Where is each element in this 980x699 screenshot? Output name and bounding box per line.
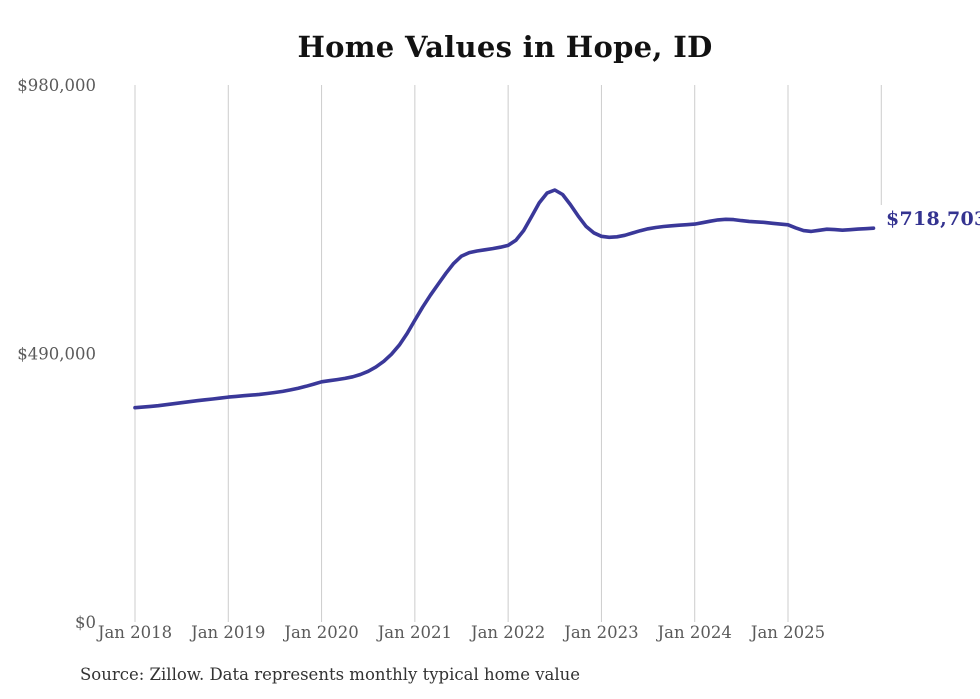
- x-tick-label: Jan 2020: [282, 623, 358, 642]
- x-tick-label: Jan 2025: [749, 623, 825, 642]
- y-tick-label: $980,000: [17, 76, 96, 95]
- x-tick-label: Jan 2023: [562, 623, 638, 642]
- y-tick-label: $490,000: [17, 345, 96, 364]
- x-tick-label: Jan 2019: [189, 623, 265, 642]
- latest-value-label: $718,703: [886, 208, 980, 230]
- x-tick-label: Jan 2022: [469, 623, 545, 642]
- x-tick-label: Jan 2024: [656, 623, 732, 642]
- source-note: Source: Zillow. Data represents monthly …: [80, 665, 581, 684]
- home-value-line: [133, 188, 876, 410]
- y-tick-label: $0: [75, 613, 96, 632]
- x-tick-label: Jan 2021: [376, 623, 452, 642]
- x-tick-label: Jan 2018: [96, 623, 172, 642]
- chart-title: Home Values in Hope, ID: [297, 30, 713, 64]
